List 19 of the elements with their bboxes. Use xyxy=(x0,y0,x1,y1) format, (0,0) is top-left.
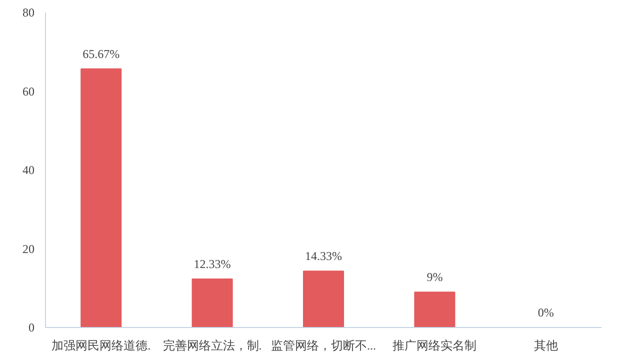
x-tick-label: 加强网民网络道德. xyxy=(52,338,151,352)
data-label: 14.33% xyxy=(305,249,342,264)
data-label: 12.33% xyxy=(194,256,231,271)
y-tick-label: 80 xyxy=(22,6,34,20)
data-label: 65.67% xyxy=(82,46,120,61)
x-tick-label: 其他 xyxy=(534,338,558,352)
y-tick-label: 0 xyxy=(28,320,34,334)
bar xyxy=(192,278,233,328)
bar xyxy=(414,292,456,328)
y-tick-label: 20 xyxy=(22,242,34,256)
bar xyxy=(302,270,344,328)
y-tick-label: 40 xyxy=(22,163,34,177)
x-tick-label: 推广网络实名制 xyxy=(392,338,477,352)
x-tick-label: 监管网络，切断不... xyxy=(271,338,376,352)
data-label: 9% xyxy=(426,270,443,284)
data-label: 0% xyxy=(538,306,554,320)
bar xyxy=(80,68,122,328)
x-tick-label: 完善网络立法，制. xyxy=(162,338,262,352)
y-tick-label: 60 xyxy=(22,84,34,98)
